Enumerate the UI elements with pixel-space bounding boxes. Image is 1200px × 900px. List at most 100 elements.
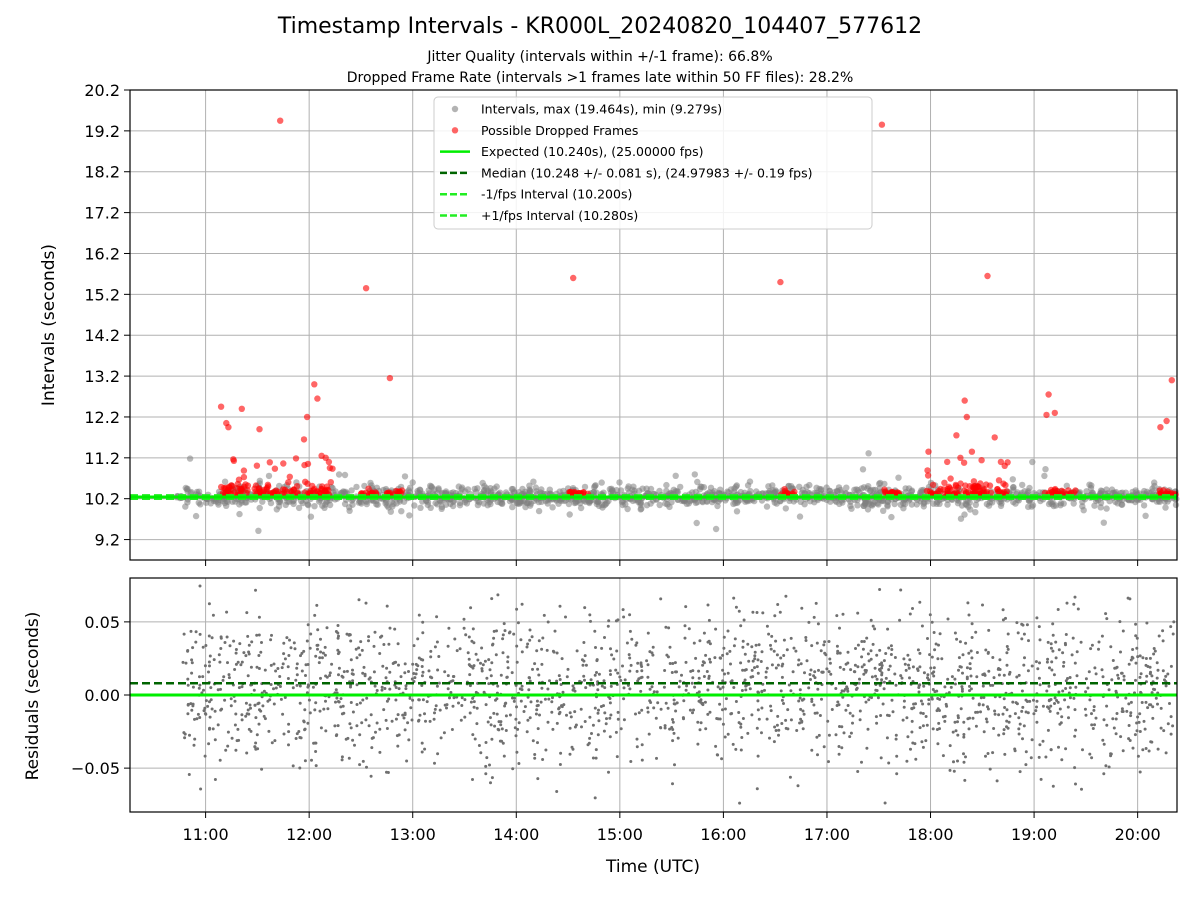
residual-point	[931, 727, 935, 731]
residual-point	[938, 709, 941, 712]
residual-point	[608, 701, 612, 705]
residual-point	[354, 647, 358, 651]
residual-point	[838, 665, 842, 669]
residual-point	[257, 667, 261, 670]
residual-point	[808, 673, 812, 676]
residual-point	[299, 736, 303, 740]
residual-point	[1127, 662, 1131, 666]
dropped-frame-point	[365, 485, 372, 492]
residual-point	[446, 674, 450, 678]
residual-point	[1145, 674, 1149, 678]
dropped-frame-point	[301, 461, 308, 469]
top-panel-reference-lines	[130, 494, 1177, 500]
residual-point	[421, 631, 425, 635]
residual-point	[615, 649, 619, 653]
residual-point	[401, 713, 405, 717]
residual-point	[190, 658, 194, 662]
residual-point	[949, 685, 953, 689]
residual-point	[826, 719, 830, 723]
residual-point	[358, 701, 362, 705]
residual-point	[1134, 634, 1138, 638]
residual-point	[696, 742, 700, 746]
residual-point	[596, 688, 600, 692]
residual-point	[890, 698, 894, 702]
residual-point	[764, 670, 768, 674]
residual-point	[472, 664, 476, 668]
residual-point	[873, 666, 877, 670]
residual-point	[588, 613, 592, 617]
residual-point	[917, 686, 921, 689]
interval-point	[526, 482, 533, 489]
residual-point	[855, 686, 859, 690]
residual-point	[519, 638, 523, 642]
residual-point	[561, 690, 565, 694]
residual-point	[1050, 668, 1054, 672]
residual-point	[812, 615, 816, 619]
residual-point	[351, 679, 355, 683]
residual-point	[1156, 747, 1160, 751]
residual-point	[593, 796, 597, 800]
interval-point	[311, 503, 318, 510]
residual-point	[797, 658, 801, 662]
interval-point	[972, 501, 979, 508]
residual-point	[864, 700, 868, 704]
residual-point	[198, 675, 201, 679]
residual-point	[938, 727, 941, 731]
residual-point	[1006, 647, 1010, 651]
residual-point	[211, 727, 215, 731]
residual-point	[933, 648, 937, 652]
residual-point	[829, 672, 833, 676]
residual-point	[874, 688, 878, 692]
residual-point	[1037, 676, 1041, 680]
residual-point	[1093, 666, 1097, 670]
residual-point	[306, 623, 310, 627]
residual-point	[420, 674, 424, 678]
residual-point	[702, 631, 706, 635]
residual-point	[341, 704, 345, 708]
residual-point	[1045, 660, 1049, 664]
residual-point	[932, 666, 936, 670]
residual-point	[258, 708, 261, 712]
residual-point	[801, 709, 805, 713]
residual-point	[668, 662, 672, 665]
residual-point	[403, 728, 407, 732]
residual-point	[869, 618, 873, 622]
residual-point	[361, 698, 365, 702]
residual-point	[622, 697, 626, 701]
residual-point	[191, 646, 195, 650]
residual-point	[370, 736, 374, 740]
residual-point	[475, 722, 479, 726]
residual-point	[476, 658, 480, 662]
residual-point	[667, 626, 671, 630]
legend-label: Intervals, max (19.464s), min (9.279s)	[481, 102, 722, 117]
residual-point	[272, 687, 275, 691]
residual-point	[438, 708, 442, 712]
interval-point	[854, 502, 861, 509]
dropped-frame-point	[362, 285, 370, 292]
residual-point	[420, 750, 424, 754]
residual-point	[843, 687, 847, 691]
residual-point	[349, 701, 353, 704]
interval-point	[865, 450, 872, 457]
residual-point	[1121, 629, 1125, 633]
residual-point	[565, 713, 568, 717]
residual-point	[723, 735, 727, 739]
residual-point	[305, 639, 309, 643]
residual-point	[970, 636, 974, 639]
residual-point	[583, 606, 587, 610]
residual-point	[1121, 710, 1125, 713]
residual-point	[722, 635, 726, 639]
residual-point	[799, 662, 803, 666]
interval-point	[816, 485, 823, 493]
interval-point	[836, 500, 843, 508]
residual-point	[734, 605, 738, 609]
residual-point	[1060, 758, 1064, 762]
residual-point	[208, 727, 211, 731]
residual-point	[875, 677, 879, 681]
residual-point	[1057, 690, 1061, 694]
residual-point	[926, 676, 929, 680]
residual-point	[809, 668, 813, 672]
residual-point	[295, 666, 299, 670]
residual-point	[307, 698, 311, 702]
residual-point	[866, 652, 870, 656]
